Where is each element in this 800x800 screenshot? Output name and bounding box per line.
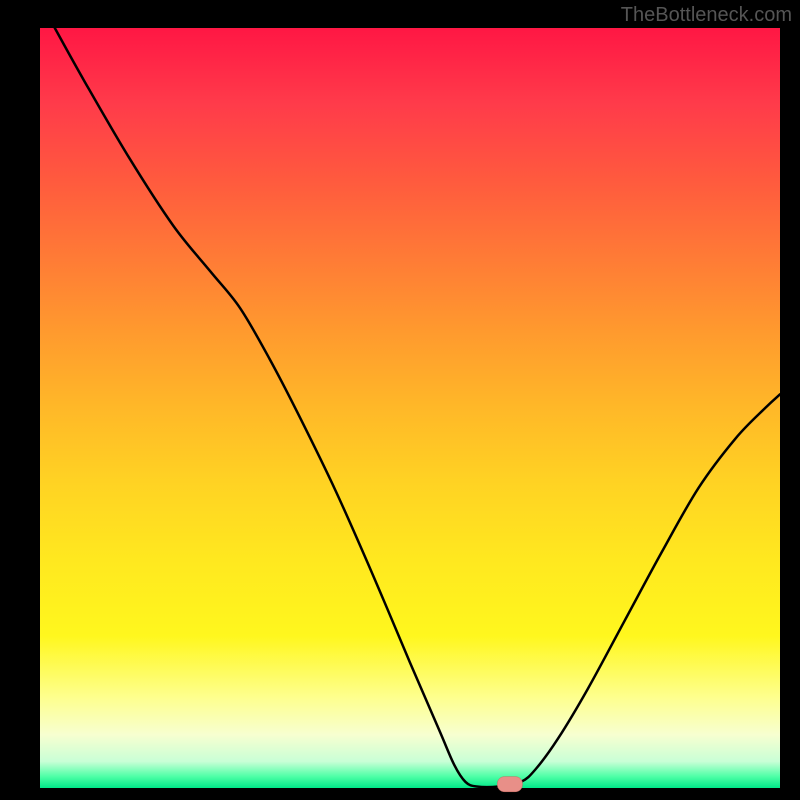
bottleneck-chart	[0, 0, 800, 800]
chart-frame: TheBottleneck.com	[0, 0, 800, 800]
plot-area	[40, 28, 780, 788]
optimal-marker	[497, 777, 522, 792]
watermark-text: TheBottleneck.com	[621, 4, 792, 27]
